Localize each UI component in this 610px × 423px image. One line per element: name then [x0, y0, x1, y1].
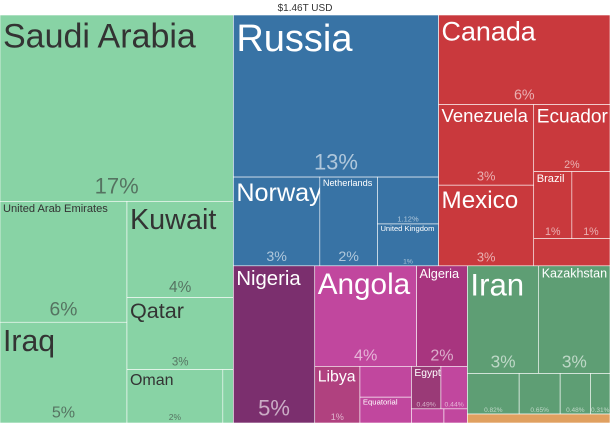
tile: [467, 265, 540, 374]
tile-label: Kuwait: [130, 204, 216, 236]
tile-value-label: 17%: [95, 174, 139, 199]
region: Russia 13% Norway 3% Netherlands 2% 1.12%Unite…: [233, 14, 439, 267]
tile: [359, 396, 412, 423]
tile: [377, 176, 439, 225]
tile-value-label: 0.82%: [484, 407, 503, 414]
tile-label: Norway: [236, 179, 322, 207]
region: Nigeria 5% Angola 4% Algeria 2% Libya 1% Equator…: [233, 265, 468, 423]
tile-label: Kazakhstan: [542, 267, 607, 281]
tile-value-label: 4%: [354, 347, 377, 365]
tile: [533, 104, 610, 172]
tile: [126, 297, 234, 370]
tile: [314, 265, 417, 367]
tile: [467, 373, 520, 415]
tile-value-label: 0.65%: [530, 407, 549, 414]
tile-label: Mexico: [442, 187, 519, 214]
tile: [518, 373, 561, 415]
tile-value-label: 3%: [562, 351, 587, 371]
tile-value-label: 6%: [514, 88, 535, 104]
tile: [377, 223, 439, 267]
tile-value-label: 0.49%: [417, 401, 436, 408]
tile-label: Libya: [318, 368, 356, 385]
tile-value-label: 5%: [52, 403, 75, 421]
tile: [438, 14, 610, 105]
tile: [222, 369, 234, 423]
tile-value-label: 5%: [258, 395, 290, 420]
tile: [467, 413, 610, 423]
tile-label: Iraq: [3, 325, 55, 358]
tile-label: Angola: [318, 268, 411, 301]
tile-label: Venezuela: [442, 105, 529, 126]
tile: [233, 176, 321, 267]
tile-value-label: 3%: [172, 357, 189, 369]
tile-label: Brazil: [537, 173, 565, 185]
tile-value-label: 2%: [338, 249, 359, 265]
tile: [233, 14, 439, 178]
region: Iran 3% Kazakhstan 3% 0.82% 0.65% 0.48% 0.31%: [467, 265, 610, 415]
tile-value-label: 3%: [491, 351, 516, 371]
tile: [443, 408, 468, 423]
tile-label: Saudi Arabia: [3, 17, 196, 55]
tile-value-label: 6%: [50, 299, 78, 320]
tile-label: Qatar: [130, 298, 184, 323]
tile: [319, 176, 378, 267]
tile-value-label: 4%: [169, 279, 192, 296]
tile-label: Russia: [236, 18, 353, 60]
tile-value-label: 1%: [331, 412, 344, 422]
tile: [411, 408, 445, 423]
tile-value-label: 1%: [583, 226, 599, 238]
region: Saudi Arabia 17% United Arab Emirates 6% Ira…: [0, 14, 234, 423]
tile-value-label: 3%: [266, 249, 287, 265]
tile: [0, 201, 128, 323]
tile-value-label: 2%: [564, 159, 580, 171]
tile-value-label: 2%: [169, 412, 182, 422]
tile-label: Equatorial: [363, 398, 398, 407]
tile-value-label: 0.48%: [566, 407, 585, 414]
tile-label: United Kingdom: [380, 224, 434, 233]
tile: [571, 171, 610, 239]
region: Canada 6%Venezuela 3% Mexico 3% Ecuador 2% Braz…: [438, 14, 610, 267]
tile-label: Iran: [470, 267, 524, 302]
tile: [314, 366, 361, 423]
region: [467, 413, 610, 423]
chart-title: $1.46T USD: [278, 3, 333, 14]
tile: [411, 366, 442, 410]
tile-value-label: 0.31%: [591, 407, 610, 414]
tile-label: United Arab Emirates: [3, 203, 108, 215]
tile: [126, 369, 224, 423]
tile: [438, 184, 535, 267]
tile: [126, 201, 234, 298]
tile-value-label: 3%: [477, 249, 496, 264]
tile-label: Nigeria: [236, 268, 301, 290]
tile: [533, 238, 610, 267]
tile: [0, 14, 234, 202]
tile-label: Canada: [442, 17, 536, 47]
tile: [359, 366, 412, 398]
tile: [233, 265, 316, 423]
tile-value-label: 1%: [403, 258, 413, 265]
tile-label: Ecuador: [537, 107, 609, 128]
tile-label: Egypt: [414, 368, 440, 379]
tile-value-label: 1%: [545, 226, 561, 238]
tile: [438, 104, 535, 186]
tile-value-label: 0.44%: [445, 401, 464, 408]
tile-label: Algeria: [420, 267, 460, 281]
tile-value-label: 13%: [314, 149, 358, 174]
tile-value-label: 3%: [477, 169, 496, 184]
tile: [533, 171, 573, 239]
tile-value-label: 1.12%: [397, 214, 419, 223]
tile-label: Oman: [130, 372, 174, 389]
tile-value-label: 2%: [430, 347, 453, 365]
tile-label: Netherlands: [323, 178, 373, 188]
